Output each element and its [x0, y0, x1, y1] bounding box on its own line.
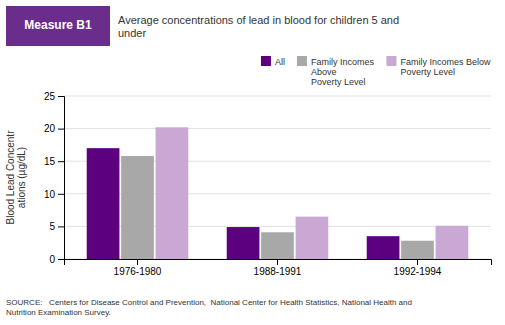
bar	[296, 217, 329, 259]
legend-label: Family IncomesAbovePoverty Level	[311, 57, 375, 87]
bar	[121, 156, 154, 259]
text-line: Blood Lead Concentr	[5, 130, 16, 225]
legend-label: All	[275, 57, 285, 67]
x-tick-mark	[137, 259, 138, 265]
text-line: All	[275, 57, 285, 67]
y-tick-mark	[58, 161, 64, 162]
text-line: Average concentrations of lead in blood …	[118, 14, 399, 26]
y-tick: 10	[44, 189, 64, 200]
series	[87, 148, 400, 259]
text-line: Nutrition Examination Survey.	[6, 308, 111, 317]
bar	[227, 227, 260, 259]
text-line: Family Incomes	[311, 57, 375, 67]
x-tick: 1988-1991	[254, 259, 302, 277]
text-line: Family Incomes Below	[400, 57, 491, 67]
y-tick-mark	[58, 96, 64, 97]
bar	[401, 241, 434, 259]
legend-swatch	[297, 56, 307, 66]
y-tick-label: 15	[44, 156, 56, 167]
x-tick-mark	[277, 259, 278, 265]
legend-swatch	[386, 56, 396, 66]
axis-domain	[65, 260, 492, 266]
text-line: SOURCE: Centers for Disease Control and …	[6, 298, 412, 307]
legend-item: All	[261, 56, 285, 67]
grid-line	[64, 96, 491, 97]
y-tick: 5	[49, 221, 64, 232]
bar	[367, 236, 400, 259]
header-box	[6, 6, 110, 46]
grid-line	[64, 128, 491, 129]
y-tick-label: 20	[44, 123, 56, 134]
text-line: Poverty Level	[400, 67, 455, 77]
y-tick: 25	[44, 91, 64, 102]
text-line: ations (µg/dL)	[16, 147, 27, 208]
bars	[87, 127, 469, 259]
y-tick: 15	[44, 156, 64, 167]
x-tick-label: 1992-1994	[394, 266, 442, 277]
y-axis-title: Blood Lead Concentrations (µg/dL)	[5, 130, 27, 225]
series	[156, 127, 469, 259]
legend-swatch	[261, 56, 271, 66]
bar	[87, 148, 120, 259]
y-axis: 0 5 10 15 20 25	[44, 91, 65, 265]
legend-item: Family IncomesAbovePoverty Level	[297, 56, 375, 87]
axis-domain	[58, 97, 65, 260]
chart: Measure B1 Average concentrations of lead…	[0, 0, 505, 325]
source-note: SOURCE: Centers for Disease Control and …	[6, 298, 412, 317]
y-tick-mark	[58, 259, 64, 260]
x-axis: 1976-1980 1988-1991 1992-1994	[65, 259, 492, 277]
bar	[261, 232, 294, 259]
legend-item: Family Incomes BelowPoverty Level	[386, 56, 491, 77]
bar	[156, 127, 189, 259]
bar	[436, 226, 469, 259]
text-line: Poverty Level	[311, 77, 366, 87]
y-tick-label: 25	[44, 91, 56, 102]
y-tick-mark	[58, 194, 64, 195]
y-tick-mark	[58, 226, 64, 227]
y-tick: 20	[44, 123, 64, 134]
x-tick-label: 1988-1991	[254, 266, 302, 277]
x-tick: 1992-1994	[394, 259, 442, 277]
y-tick-label: 10	[44, 189, 56, 200]
header-label: Measure B1	[24, 18, 92, 32]
legend: AllFamily IncomesAbovePoverty LevelFamil…	[261, 56, 491, 87]
y-tick: 0	[49, 254, 64, 265]
x-tick-mark	[417, 259, 418, 265]
y-tick-label: 5	[49, 221, 55, 232]
grid	[64, 96, 491, 259]
y-tick-mark	[58, 129, 64, 130]
text-line: Above	[311, 67, 337, 77]
x-tick-label: 1976-1980	[114, 266, 162, 277]
title: Average concentrations of lead in blood …	[118, 14, 399, 39]
x-tick: 1976-1980	[114, 259, 162, 277]
text-line: under	[118, 27, 146, 39]
legend-label: Family Incomes BelowPoverty Level	[400, 57, 491, 77]
plot: 0 5 10 15 20 25 1976-1980 1988-1991 1992-1994	[44, 91, 492, 277]
y-tick-label: 0	[49, 254, 55, 265]
